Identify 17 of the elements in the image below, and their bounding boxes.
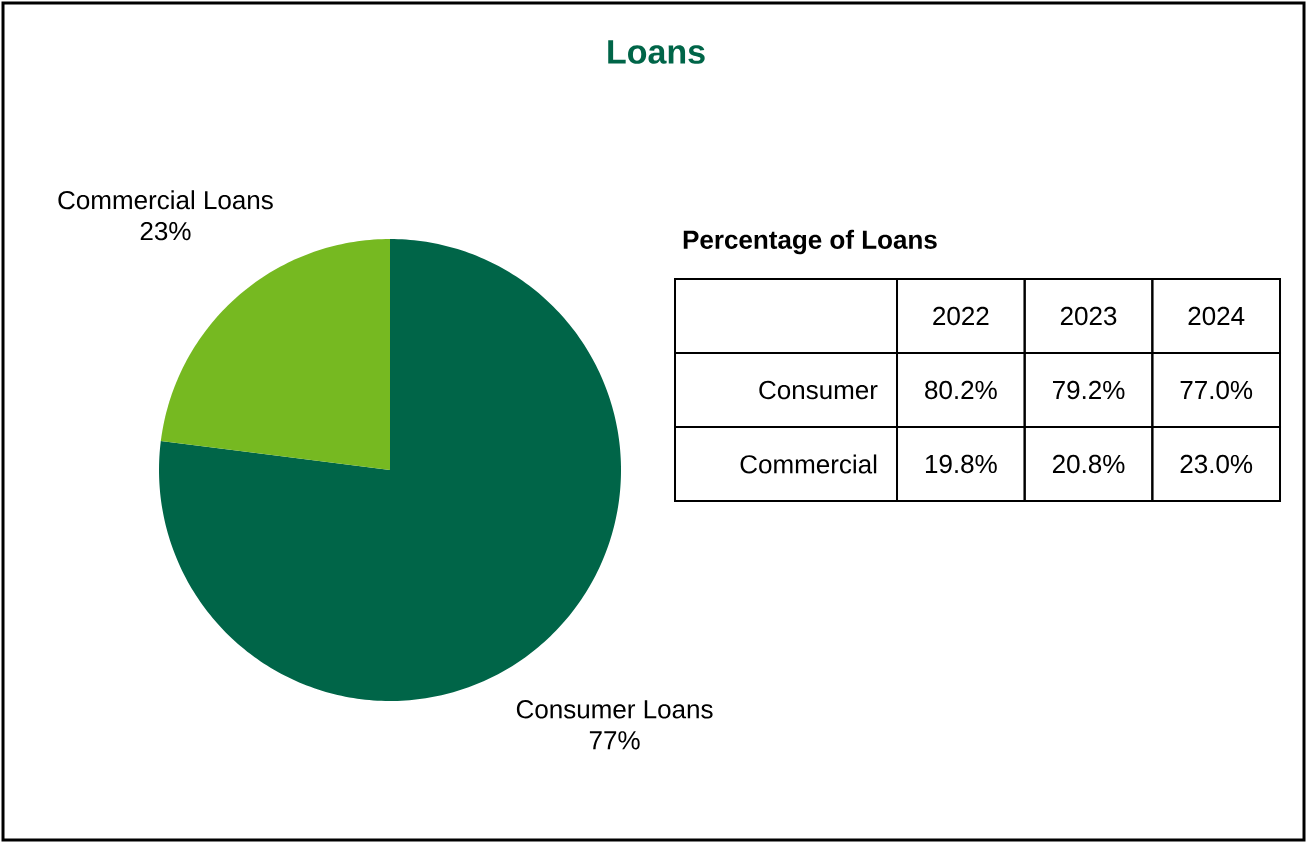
category-label: 2024 [1188, 306, 1245, 326]
text: 77.0% [1180, 380, 1253, 400]
text: 20.8% [1052, 454, 1125, 474]
category-label: 2023 [1060, 306, 1117, 326]
data-label: 77% [589, 731, 640, 750]
text: 23.0% [1180, 454, 1253, 474]
category-label: Consumer [759, 380, 878, 400]
text: 19.8% [925, 454, 997, 474]
chart-title: Loans [608, 40, 705, 64]
slice-label: Consumer Loans [516, 700, 713, 719]
text: Percentage of Loans [683, 229, 937, 255]
text: 80.2% [925, 380, 997, 400]
category-label: Commercial [740, 454, 877, 474]
slice-label: Commercial Loans [58, 190, 273, 210]
data-label: 23% [140, 221, 191, 241]
text: 79.2% [1053, 380, 1125, 400]
category-label: 2022 [933, 306, 989, 326]
